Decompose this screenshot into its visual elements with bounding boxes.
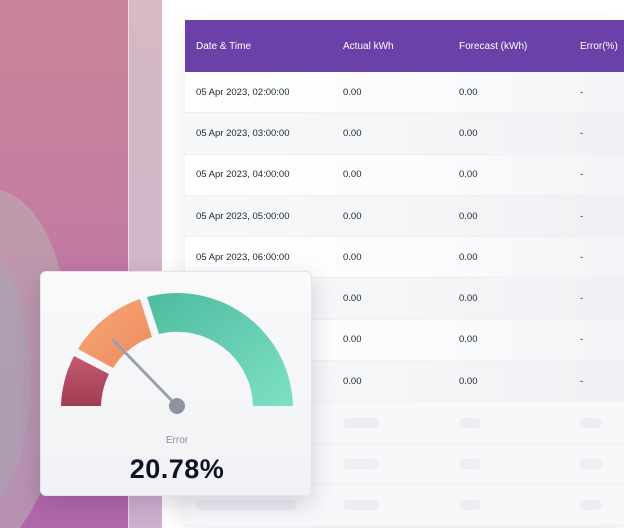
cell-forecast-kwh: 0.00 [459,210,478,222]
gauge-segment-orange [78,299,152,368]
gauge-segment-red [61,356,109,406]
cell-error-percent: - [580,334,584,346]
skeleton-bar [580,417,602,428]
cell-date-time: 05 Apr 2023, 03:00:00 [196,127,290,139]
skeleton-bar [459,417,481,428]
gauge-graphic [61,293,293,414]
cell-forecast-kwh: 0.00 [459,169,478,181]
gauge-segment-green [147,293,293,406]
cell-forecast-kwh: 0.00 [459,293,478,305]
table-row[interactable]: 05 Apr 2023, 03:00:00 0.00 0.00 - [185,113,624,155]
skeleton-bar [459,458,481,469]
header-actual-kwh[interactable]: Actual kWh [343,40,394,52]
gauge-value: 20.78% [129,454,225,484]
loading-row [185,484,624,527]
gauge-needle-hub [169,398,185,414]
cell-error-percent: - [580,86,584,98]
cell-error-percent: - [580,251,584,263]
skeleton-bar [580,458,602,469]
skeleton-bar [196,500,296,511]
cell-date-time: 05 Apr 2023, 02:00:00 [196,86,290,98]
cell-actual-kwh: 0.00 [343,169,362,181]
skeleton-bar [343,417,379,428]
cell-date-time: 05 Apr 2023, 04:00:00 [196,169,290,181]
table-row[interactable]: 05 Apr 2023, 02:00:00 0.00 0.00 - [185,72,624,114]
cell-error-percent: - [580,127,584,139]
error-gauge-card: Error 20.78% [40,271,312,496]
skeleton-bar [343,458,379,469]
cell-date-time: 05 Apr 2023, 06:00:00 [196,251,290,263]
cell-forecast-kwh: 0.00 [459,251,478,263]
header-date-time[interactable]: Date & Time [196,40,252,52]
table-row[interactable]: 05 Apr 2023, 05:00:00 0.00 0.00 - [185,195,624,238]
skeleton-bar [343,500,379,511]
cell-actual-kwh: 0.00 [343,127,362,139]
cell-actual-kwh: 0.00 [343,293,362,305]
cell-error-percent: - [580,210,584,222]
skeleton-bar [580,500,602,511]
table-body: 05 Apr 2023, 02:00:00 0.00 0.00 - 05 Apr… [185,72,624,527]
header-forecast-kwh[interactable]: Forecast (kWh) [459,40,528,52]
skeleton-bar [459,500,481,511]
cell-error-percent: - [580,293,584,305]
gauge-needle [111,338,179,408]
gauge-label: Error [165,435,189,446]
table-header: Date & Time Actual kWh Forecast (kWh) Er… [185,20,624,72]
header-error-percent[interactable]: Error(%) [580,40,618,52]
cell-error-percent: - [580,169,584,181]
cell-error-percent: - [580,375,584,387]
cell-actual-kwh: 0.00 [343,251,362,263]
cell-actual-kwh: 0.00 [343,334,362,346]
table-row[interactable]: 05 Apr 2023, 04:00:00 0.00 0.00 - [185,154,624,196]
cell-forecast-kwh: 0.00 [459,375,478,387]
cell-forecast-kwh: 0.00 [459,127,478,139]
cell-actual-kwh: 0.00 [343,86,362,98]
cell-date-time: 05 Apr 2023, 05:00:00 [196,210,290,222]
cell-actual-kwh: 0.00 [343,210,362,222]
cell-forecast-kwh: 0.00 [459,86,478,98]
cell-forecast-kwh: 0.00 [459,334,478,346]
cell-actual-kwh: 0.00 [343,375,362,387]
